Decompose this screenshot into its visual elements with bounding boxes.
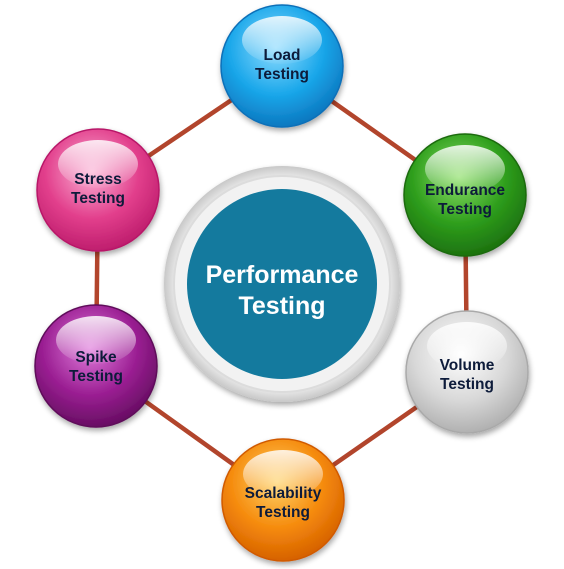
stress-gloss	[58, 140, 138, 188]
node-stress-testing: Stress Testing	[36, 128, 160, 252]
load-label-line1: Load	[263, 47, 300, 64]
center-disc	[187, 189, 377, 379]
node-volume-testing: Volume Testing	[405, 310, 529, 434]
scalability-gloss	[243, 450, 323, 498]
stress-label-line1: Stress	[74, 171, 121, 188]
endurance-label-line1: Endurance	[425, 182, 505, 199]
endurance-label-line2: Testing	[438, 201, 492, 218]
scalability-label-line1: Scalability	[245, 485, 322, 502]
load-label-line2: Testing	[255, 66, 309, 83]
node-spike-testing: Spike Testing	[34, 304, 158, 428]
volume-gloss	[427, 322, 507, 370]
volume-label-line1: Volume	[440, 357, 495, 374]
load-gloss	[242, 16, 322, 64]
endurance-gloss	[425, 145, 505, 193]
node-scalability-testing: Scalability Testing	[221, 438, 345, 562]
center-title-line1: Performance	[206, 261, 359, 289]
spike-label-line2: Testing	[69, 368, 123, 385]
scalability-label-line2: Testing	[256, 504, 310, 521]
spike-label-line1: Spike	[75, 349, 117, 366]
testing-type-nodes: Load Testing Endurance Testing Volume Te…	[34, 4, 529, 562]
node-load-testing: Load Testing	[220, 4, 344, 128]
center-hub: Performance Testing	[164, 166, 400, 402]
center-title-line2: Testing	[238, 292, 325, 320]
stress-label-line2: Testing	[71, 190, 125, 207]
spike-gloss	[56, 316, 136, 364]
node-endurance-testing: Endurance Testing	[403, 133, 527, 257]
volume-label-line2: Testing	[440, 376, 494, 393]
